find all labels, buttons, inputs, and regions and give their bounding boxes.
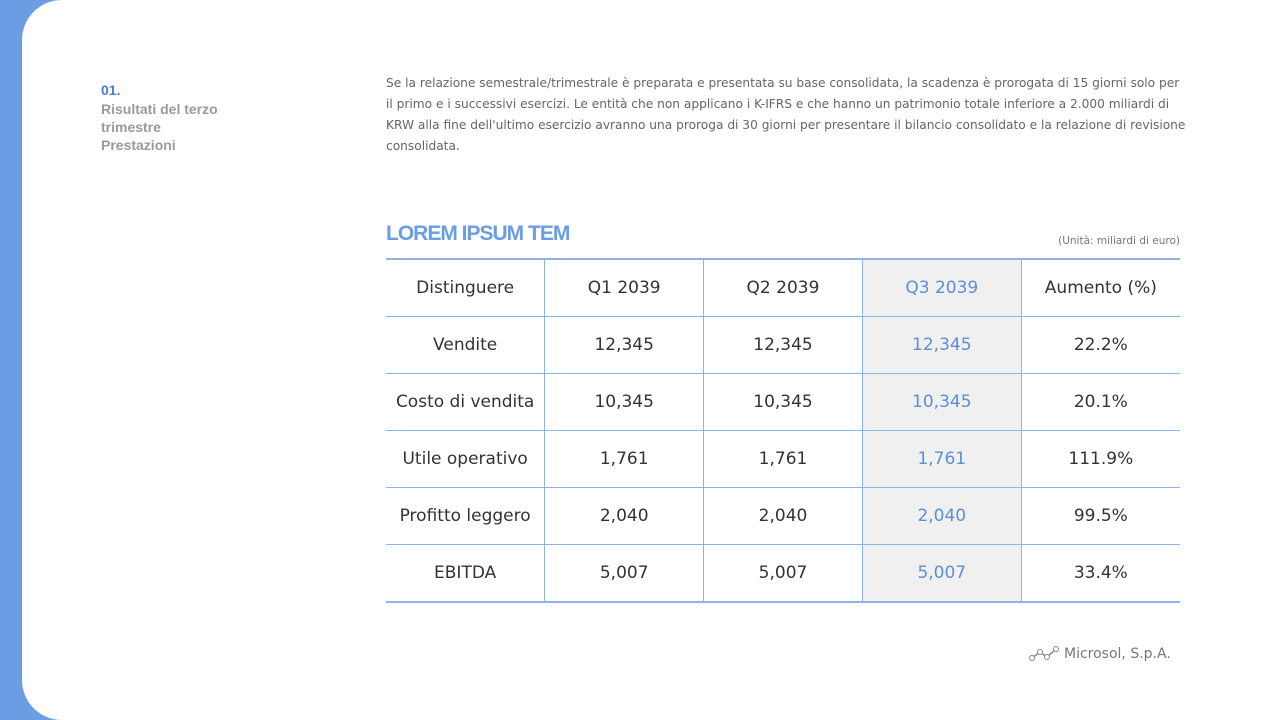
cell: 10,345 xyxy=(703,373,863,431)
cell: 99.5% xyxy=(1020,487,1180,545)
table-row: Profitto leggero 2,040 2,040 2,040 99.5% xyxy=(386,487,1180,545)
table-row: Vendite 12,345 12,345 12,345 22.2% xyxy=(386,316,1180,374)
data-table: Distinguere Q1 2039 Q2 2039 Q3 2039 Aumento … xyxy=(386,258,1180,603)
cell: 20.1% xyxy=(1020,373,1180,431)
cell: 2,040 xyxy=(861,487,1022,545)
cell: 10,345 xyxy=(861,373,1022,431)
row-label: Utile operativo xyxy=(386,430,545,488)
cell: 10,345 xyxy=(544,373,704,431)
cell: 1,761 xyxy=(703,430,863,488)
section-title: Risultati del terzo trimestre Prestazion… xyxy=(101,100,218,154)
cell: 2,040 xyxy=(544,487,704,545)
cell: 12,345 xyxy=(861,316,1022,374)
section-number: 01. xyxy=(101,82,121,98)
cell: Q3 2039 xyxy=(861,258,1022,317)
table-title: LOREM IPSUM TEM xyxy=(386,222,570,245)
row-label: Vendite xyxy=(386,316,545,374)
cell: 22.2% xyxy=(1020,316,1180,374)
title-line: Prestazioni xyxy=(101,137,176,153)
title-line: trimestre xyxy=(101,119,161,135)
cell: 1,761 xyxy=(861,430,1022,488)
cell: 5,007 xyxy=(861,544,1022,603)
cell: 5,007 xyxy=(703,544,863,603)
table-row: Utile operativo 1,761 1,761 1,761 111.9% xyxy=(386,430,1180,488)
logo-icon xyxy=(1029,646,1059,661)
logo: Microsol, S.p.A. xyxy=(1028,645,1171,663)
cell: 5,007 xyxy=(544,544,704,603)
row-label: Profitto leggero xyxy=(386,487,545,545)
cell: Q1 2039 xyxy=(544,258,704,317)
cell: 2,040 xyxy=(703,487,863,545)
cell: 33.4% xyxy=(1020,544,1180,603)
unit-note: (Unità: miliardi di euro) xyxy=(1058,235,1180,247)
table-row: Costo di vendita 10,345 10,345 10,345 20.1% xyxy=(386,373,1180,431)
paragraph: Se la relazione semestrale/trimestrale è… xyxy=(386,76,1186,153)
logo-text: Microsol, S.p.A. xyxy=(1064,646,1171,662)
row-label: Distinguere xyxy=(386,258,545,317)
cell: Q2 2039 xyxy=(703,258,863,317)
cell: 12,345 xyxy=(703,316,863,374)
table-row: EBITDA 5,007 5,007 5,007 33.4% xyxy=(386,544,1180,603)
cell: 1,761 xyxy=(544,430,704,488)
cell: Aumento (%) xyxy=(1020,258,1180,317)
row-label: Costo di vendita xyxy=(386,373,545,431)
row-label: EBITDA xyxy=(386,544,545,603)
header-row: Distinguere Q1 2039 Q2 2039 Q3 2039 Aumento … xyxy=(386,258,1180,317)
cell: 12,345 xyxy=(544,316,704,374)
title-line: Risultati del terzo xyxy=(101,101,218,117)
cell: 111.9% xyxy=(1020,430,1180,488)
